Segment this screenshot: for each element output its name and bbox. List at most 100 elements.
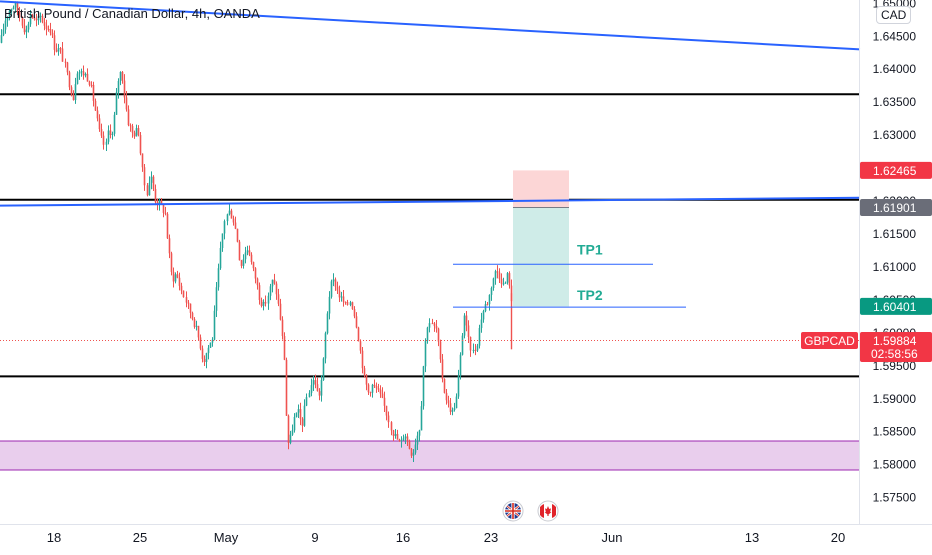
- candle-body: [178, 277, 181, 286]
- canada-flag-icon[interactable]: [537, 500, 559, 522]
- uk-flag-icon[interactable]: [502, 500, 524, 522]
- candle-body: [232, 218, 235, 223]
- event-flags[interactable]: [502, 500, 559, 522]
- currency-tag[interactable]: CAD: [876, 6, 912, 24]
- price-tick-label: 1.59500: [873, 359, 917, 373]
- candle-body: [400, 440, 403, 442]
- price-tick-label: 1.57500: [873, 491, 917, 505]
- candle-body: [451, 409, 454, 412]
- candle-body: [152, 176, 155, 190]
- candle-body: [4, 20, 7, 30]
- candle-body: [86, 73, 89, 82]
- candle-body: [334, 279, 337, 287]
- candle-body: [18, 11, 21, 18]
- candle-body: [482, 311, 485, 320]
- trendlines-layer[interactable]: [0, 0, 861, 207]
- candle-body: [310, 385, 313, 393]
- candle-body: [2, 29, 5, 36]
- candle-body: [250, 254, 253, 262]
- candle-body: [59, 48, 62, 50]
- price-tick-label: 1.59000: [873, 392, 917, 406]
- candles-layer: [0, 1, 860, 463]
- candle-body: [508, 273, 511, 286]
- candle-body: [431, 323, 434, 325]
- candle-body: [260, 299, 263, 306]
- price-badge: [860, 332, 932, 363]
- target-lines-layer[interactable]: TP1 TP2: [453, 241, 686, 308]
- candle-body: [330, 281, 333, 297]
- candle-body: [228, 210, 231, 215]
- candle-body: [121, 71, 124, 81]
- candle-body: [107, 130, 110, 142]
- candle-body: [338, 290, 341, 298]
- price-badge: [860, 161, 932, 179]
- symbol-tag-label: GBPCAD: [804, 334, 855, 348]
- time-tick-label: May: [214, 530, 239, 545]
- symbol-title[interactable]: British Pound / Canadian Dollar, 4h, OAN…: [4, 6, 260, 21]
- candle-body: [100, 129, 103, 136]
- candle-body: [187, 302, 190, 304]
- candle-body: [351, 302, 354, 310]
- candle-body: [402, 438, 405, 441]
- candle-body: [383, 397, 386, 406]
- candle-body: [98, 118, 101, 130]
- price-badge-label: 1.62465: [873, 164, 917, 178]
- candle-body: [164, 212, 167, 214]
- candle-body: [57, 48, 60, 52]
- candle-body: [387, 415, 390, 423]
- candle-body: [322, 358, 325, 381]
- candle-body: [355, 316, 358, 328]
- candle-body: [342, 296, 345, 302]
- price-badge: [860, 297, 932, 315]
- candle-body: [191, 312, 194, 320]
- candle-body: [344, 301, 347, 303]
- candle-body: [8, 11, 11, 18]
- candle-body: [416, 435, 419, 445]
- candle-body: [359, 341, 362, 351]
- candle-body: [150, 176, 153, 183]
- candle-body: [72, 95, 75, 101]
- candle-body: [381, 393, 384, 398]
- candle-body: [197, 325, 200, 338]
- candle-body: [180, 285, 183, 291]
- candle-body: [506, 273, 509, 283]
- time-axis[interactable]: 18 25 May 9 16 23 Jun 13 20: [47, 530, 845, 545]
- candle-body: [392, 430, 395, 436]
- candle-body: [162, 204, 165, 213]
- candle-body: [146, 185, 149, 196]
- time-tick-label: 23: [484, 530, 498, 545]
- candle-body: [279, 303, 282, 320]
- candle-body: [66, 62, 69, 73]
- candle-body: [435, 326, 438, 329]
- candle-body: [55, 49, 58, 52]
- candle-body: [135, 128, 138, 137]
- candle-body: [363, 368, 366, 375]
- candle-body: [369, 392, 372, 394]
- candle-body: [158, 200, 161, 205]
- candle-body: [467, 325, 470, 337]
- candle-body: [312, 380, 315, 386]
- candle-body: [490, 287, 493, 295]
- tp2-label: TP2: [577, 287, 603, 303]
- candle-body: [189, 303, 192, 313]
- candle-body: [287, 415, 290, 443]
- candle-body: [6, 17, 9, 21]
- candle-body: [396, 433, 399, 440]
- candle-body: [453, 408, 456, 410]
- candle-body: [469, 336, 472, 351]
- candle-body: [267, 295, 270, 304]
- candle-body: [226, 214, 229, 222]
- candle-body: [426, 327, 429, 341]
- candle-body: [394, 433, 397, 436]
- position-tool-layer[interactable]: [513, 170, 569, 307]
- candle-body: [398, 439, 401, 442]
- candle-body: [332, 279, 335, 282]
- candle-body: [217, 268, 220, 288]
- candle-body: [295, 412, 298, 417]
- candle-body: [365, 374, 368, 385]
- candle-body: [283, 336, 286, 360]
- candle-body: [492, 278, 495, 288]
- price-badge-label: 1.61901: [873, 201, 917, 215]
